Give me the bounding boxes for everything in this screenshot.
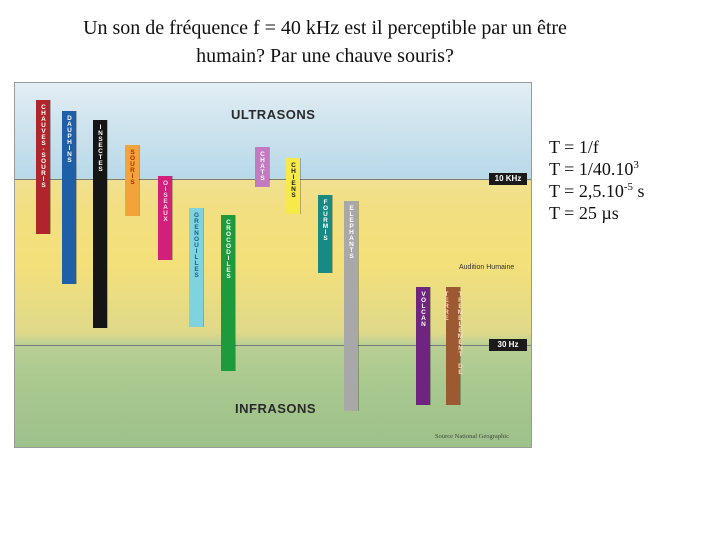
tag-30hz: 30 Hz — [489, 339, 527, 351]
bar-volcan: VOLCAN — [416, 287, 430, 405]
bar-dauphins-label: DAUPHINS — [66, 115, 73, 163]
bar-volcan-label: VOLCAN — [420, 291, 427, 327]
period-calculation: T = 1/f T = 1/40.103 T = 2,5.10-5 s T = … — [549, 136, 645, 224]
infrasons-label: INFRASONS — [235, 401, 317, 416]
bar-insectes-label: INSECTES — [97, 124, 104, 172]
bar-chauves-souris-label: CHAUVES-SOURIS — [40, 104, 47, 188]
question-line-1: Un son de fréquence f = 40 kHz est il pe… — [83, 17, 567, 39]
bar-oiseaux: OISEAUX — [158, 176, 172, 260]
formula-line-3-text: T = 2,5.10 — [549, 181, 624, 201]
bar-souris: SOURIS — [125, 145, 139, 216]
infrasound-threshold-line — [15, 345, 531, 346]
bar-souris-label: SOURIS — [129, 149, 136, 185]
formula-line-3-unit: s — [633, 181, 645, 201]
bar-fourmis: FOURMIS — [318, 195, 332, 273]
audition-humaine-label: Audition Humaine — [459, 264, 515, 271]
bar-chats: CHATS — [255, 147, 269, 187]
bar-chats-label: CHATS — [259, 151, 266, 181]
bar-chiens: CHIENS — [286, 158, 300, 214]
bar-grenouilles-label: GRENOUILLES — [193, 212, 200, 278]
formula-line-2-exponent: 3 — [633, 159, 639, 171]
bar-dauphins: DAUPHINS — [62, 111, 76, 284]
bar-fourmis-label: FOURMIS — [322, 199, 329, 241]
bar-insectes: INSECTES — [93, 120, 107, 328]
formula-line-3-exponent: -5 — [623, 181, 633, 193]
bar-elephants: ELEPHANTS — [344, 201, 358, 411]
bar-grenouilles: GRENOUILLES — [189, 208, 203, 327]
bar-crocodiles-label: CROCODILES — [225, 219, 232, 279]
bar-elephants-label: ELEPHANTS — [348, 205, 355, 259]
ultrasound-threshold-line — [15, 179, 531, 180]
question-line-2: humain? Par une chauve souris? — [196, 45, 454, 67]
formula-line-2: T = 1/40.103 — [549, 158, 645, 180]
formula-line-2-text: T = 1/40.10 — [549, 159, 634, 179]
ultrasons-label: ULTRASONS — [231, 107, 316, 122]
bar-crocodiles: CROCODILES — [221, 215, 235, 371]
formula-line-1: T = 1/f — [549, 137, 599, 157]
formula-line-3: T = 2,5.10-5 s — [549, 180, 645, 202]
source-credit: Source National Geographic — [435, 433, 510, 440]
bar-oiseaux-label: OISEAUX — [162, 180, 169, 222]
question-title: Un son de fréquence f = 40 kHz est il pe… — [0, 14, 650, 70]
bar-tremblement-de-terre: TREMBLEMENT DE TERRE — [443, 287, 464, 405]
frequency-range-figure: ULTRASONS INFRASONS 10 KHz 30 Hz Auditio… — [14, 82, 532, 448]
bar-chauves-souris: CHAUVES-SOURIS — [36, 100, 50, 234]
bar-tremblement-de-terre-label: TREMBLEMENT DE TERRE — [443, 291, 464, 375]
bar-chiens-label: CHIENS — [290, 162, 297, 198]
formula-line-4: T = 25 µs — [549, 203, 619, 223]
tag-10khz: 10 KHz — [489, 173, 527, 185]
